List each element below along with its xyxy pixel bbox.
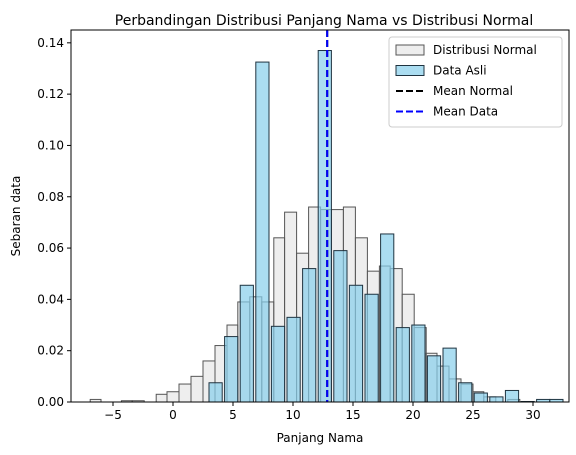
x-tick-label-1: 0 (169, 408, 177, 422)
legend-label-2: Mean Normal (433, 84, 513, 98)
x-tick-label-5: 20 (405, 408, 420, 422)
data-bar-5 (286, 316, 301, 403)
data-bar-0 (208, 382, 223, 403)
y-axis-label: Sebaran data (9, 176, 23, 257)
data-asli-bars (208, 50, 564, 403)
data-bar-8 (333, 250, 348, 403)
data-bar-13 (411, 324, 426, 403)
plot-frame (70, 29, 570, 403)
y-tick-label-5: 0.10 (37, 138, 64, 152)
x-tick-label-0: −5 (104, 408, 122, 422)
x-tick-label-7: 30 (525, 408, 540, 422)
legend: Distribusi Normal Data Asli Mean Normal Mea… (388, 36, 563, 128)
legend-box (388, 36, 563, 128)
data-bar-15 (442, 347, 457, 403)
x-axis-label: Panjang Nama (277, 431, 364, 445)
y-tick-label-2: 0.04 (37, 292, 64, 306)
y-tick-label-6: 0.12 (37, 87, 64, 101)
data-bar-4 (270, 325, 286, 403)
chart-title: Perbandingan Distribusi Panjang Nama vs … (115, 13, 533, 29)
y-tick-label-4: 0.08 (37, 190, 64, 204)
data-bar-9 (348, 284, 364, 403)
y-tick-label-7: 0.14 (37, 36, 64, 50)
legend-label-0: Distribusi Normal (433, 43, 537, 57)
y-axis-ticks: 0.00 0.02 0.04 0.06 0.08 0.10 0.12 0.14 (37, 36, 71, 409)
normal-bar-4 (166, 391, 180, 403)
data-bar-2 (239, 284, 254, 403)
normal-bar-6 (190, 375, 204, 403)
x-tick-label-6: 25 (465, 408, 480, 422)
data-bar-7 (317, 50, 332, 403)
x-axis-ticks: −5 0 5 10 15 20 25 30 (104, 402, 541, 422)
data-bar-11 (380, 233, 395, 403)
data-bar-6 (302, 268, 317, 403)
data-bar-18 (489, 396, 504, 403)
data-bar-14 (426, 355, 442, 403)
x-tick-label-4: 15 (345, 408, 360, 422)
data-bar-19 (504, 389, 520, 403)
data-bar-10 (364, 293, 379, 403)
y-tick-label-0: 0.00 (37, 395, 64, 409)
legend-swatch-1 (395, 65, 425, 76)
legend-swatch-0 (395, 44, 425, 56)
data-bar-3 (255, 61, 270, 403)
normal-bar-5 (178, 383, 192, 403)
data-bar-12 (395, 327, 410, 403)
legend-label-3: Mean Data (433, 105, 498, 119)
x-tick-label-3: 10 (285, 408, 300, 422)
x-tick-label-2: 5 (229, 408, 237, 422)
data-bar-16 (458, 382, 473, 403)
data-bar-1 (224, 336, 239, 403)
legend-label-1: Data Asli (433, 64, 487, 78)
normal-bar-3 (155, 393, 168, 403)
data-bar-17 (473, 392, 488, 403)
y-tick-label-3: 0.06 (37, 241, 64, 255)
y-tick-label-1: 0.02 (37, 344, 64, 358)
